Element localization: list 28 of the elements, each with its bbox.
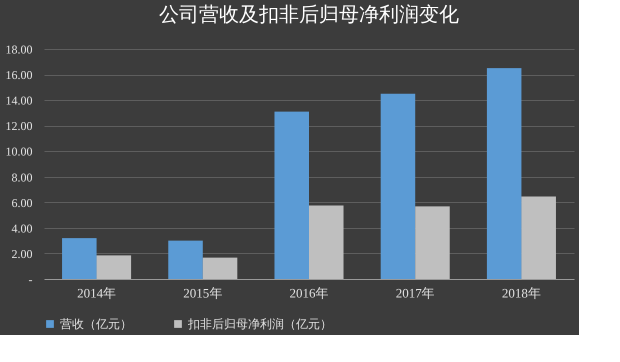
bar [415, 206, 450, 279]
y-tick-label: 16.00 [6, 68, 32, 82]
legend-label: 营收（亿元） [60, 317, 132, 331]
x-tick-label: 2015年 [183, 286, 222, 300]
x-tick-label: 2017年 [396, 286, 435, 300]
y-tick-label: 8.00 [12, 170, 32, 184]
y-tick-label: 14.00 [6, 94, 32, 108]
bar [96, 255, 132, 279]
x-tick-label: 2016年 [290, 286, 328, 300]
y-tick-label: 4.00 [12, 221, 32, 236]
x-tick-label: 2018年 [502, 286, 541, 300]
y-tick-label: - [28, 272, 32, 286]
bar [62, 238, 97, 279]
bar [202, 258, 238, 279]
bar [380, 94, 416, 279]
y-tick-label: 6.00 [12, 196, 32, 210]
y-tick-label: 2.00 [12, 246, 32, 261]
bar [274, 112, 309, 279]
chart-title: 公司营收及扣非后归母净利润变化 [159, 2, 459, 26]
y-tick-label: 12.00 [6, 119, 32, 134]
y-tick-label: 18.00 [6, 42, 32, 56]
legend-label: 扣非后归母净利润（亿元） [187, 317, 332, 331]
bar [486, 68, 522, 279]
bar [168, 240, 203, 279]
bar [309, 206, 344, 279]
y-tick-label: 10.00 [6, 144, 32, 159]
x-tick-label: 2014年 [77, 286, 116, 300]
bar [521, 196, 556, 279]
